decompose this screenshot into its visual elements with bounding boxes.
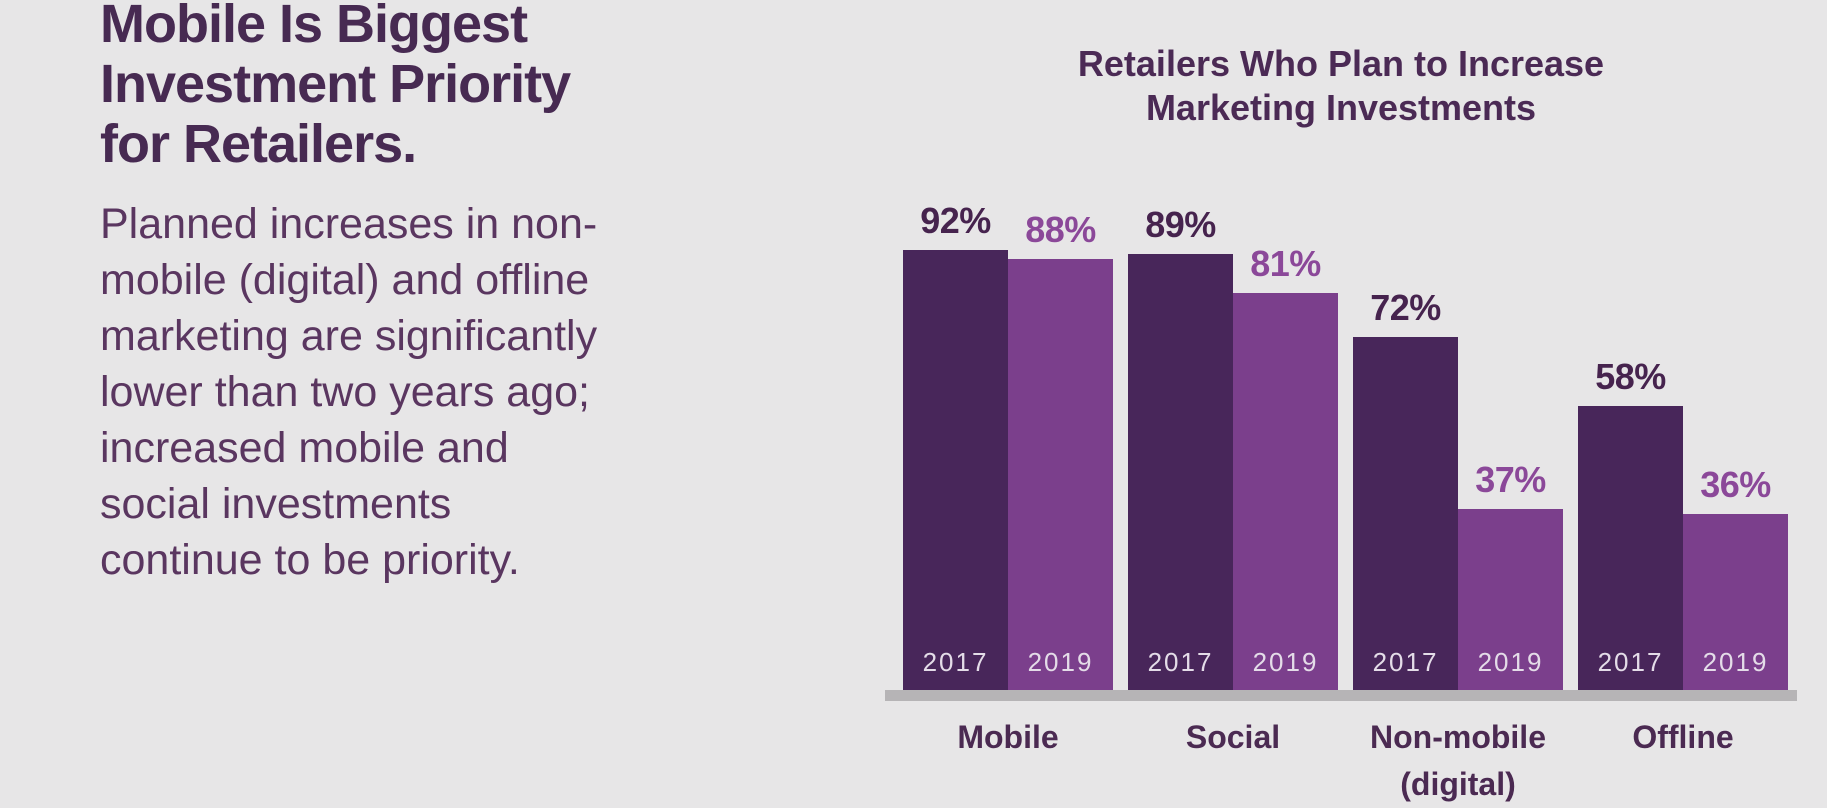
category-label-line: Mobile <box>957 719 1059 755</box>
category-label-non-mobile-digital: Non-mobile (digital) <box>1333 714 1583 808</box>
year-label: 2019 <box>1027 647 1094 677</box>
category-label-line: Social <box>1185 719 1281 755</box>
hero-description-line: continue to be priority. <box>100 536 520 584</box>
year-label: 2017 <box>1147 647 1214 677</box>
year-label: 2017 <box>1372 647 1439 677</box>
category-label-line: Offline <box>1632 719 1734 755</box>
plot-area: 92% 2017 88% 2019 Mobile 89% 2017 81% 2019 Social… <box>903 200 1788 802</box>
year-label: 2019 <box>1702 647 1769 677</box>
page-title-line: Mobile Is Biggest <box>100 0 528 54</box>
bar-2017-social: 2017 <box>1128 254 1233 690</box>
bar-2019-mobile: 2019 <box>1008 259 1113 690</box>
bar-group-social: 89% 2017 81% 2019 Social <box>1128 200 1338 755</box>
category-label-offline: Offline <box>1558 714 1808 761</box>
bar-unit-2019-mobile: 88% 2019 <box>1008 200 1113 690</box>
bar-unit-2017-offline: 58% 2017 <box>1578 200 1683 690</box>
value-label: 58% <box>1595 356 1666 397</box>
value-label: 92% <box>920 200 991 241</box>
bar-group-non-mobile-digital: 72% 2017 37% 2019 Non-mobile (digital) <box>1353 200 1563 802</box>
bar-2019-non-mobile-digital: 2019 <box>1458 509 1563 690</box>
value-label: 81% <box>1250 243 1321 284</box>
hero-description-line: social investments <box>100 480 452 528</box>
bar-unit-2019-social: 81% 2019 <box>1233 200 1338 690</box>
hero-description-line: Planned increases in non- <box>100 200 598 248</box>
chart-title: Retailers Who Plan to Increase Marketing… <box>885 42 1797 130</box>
category-label-line: (digital) <box>1400 766 1516 802</box>
bar-unit-2019-offline: 36% 2019 <box>1683 200 1788 690</box>
value-label: 37% <box>1475 459 1546 500</box>
year-label: 2019 <box>1252 647 1319 677</box>
year-label: 2017 <box>1597 647 1664 677</box>
year-label: 2019 <box>1477 647 1544 677</box>
year-label: 2017 <box>922 647 989 677</box>
value-label: 72% <box>1370 287 1441 328</box>
value-label: 88% <box>1025 209 1096 250</box>
value-label: 89% <box>1145 204 1216 245</box>
hero-description-line: lower than two years ago; <box>100 368 590 416</box>
bar-2017-non-mobile-digital: 2017 <box>1353 337 1458 690</box>
chart-title-line: Marketing Investments <box>1145 87 1537 128</box>
category-label-line: Non-mobile <box>1370 719 1546 755</box>
bar-group-mobile: 92% 2017 88% 2019 Mobile <box>903 200 1113 755</box>
bar-group-offline: 58% 2017 36% 2019 Offline <box>1578 200 1788 755</box>
hero-description: Planned increases in non- mobile (digita… <box>100 196 740 588</box>
bar-unit-2019-non-mobile-digital: 37% 2019 <box>1458 200 1563 690</box>
hero-description-line: increased mobile and <box>100 424 509 472</box>
category-label-mobile: Mobile <box>883 714 1133 761</box>
bar-2019-social: 2019 <box>1233 293 1338 690</box>
hero-description-line: mobile (digital) and offline <box>100 256 590 304</box>
bar-unit-2017-social: 89% 2017 <box>1128 200 1233 690</box>
x-axis-line <box>885 690 1797 701</box>
hero-description-line: marketing are significantly <box>100 312 598 360</box>
bar-2017-mobile: 2017 <box>903 250 1008 690</box>
hero-text-block: Mobile Is Biggest Investment Priority fo… <box>100 0 740 588</box>
page-title: Mobile Is Biggest Investment Priority fo… <box>100 0 740 174</box>
category-label-social: Social <box>1108 714 1358 761</box>
page-title-line: Investment Priority <box>100 54 571 114</box>
bar-2019-offline: 2019 <box>1683 514 1788 690</box>
bar-unit-2017-mobile: 92% 2017 <box>903 200 1008 690</box>
value-label: 36% <box>1700 464 1771 505</box>
bar-unit-2017-non-mobile-digital: 72% 2017 <box>1353 200 1458 690</box>
chart-title-line: Retailers Who Plan to Increase <box>1077 43 1605 84</box>
page-title-line: for Retailers. <box>100 114 417 174</box>
bar-2017-offline: 2017 <box>1578 406 1683 690</box>
